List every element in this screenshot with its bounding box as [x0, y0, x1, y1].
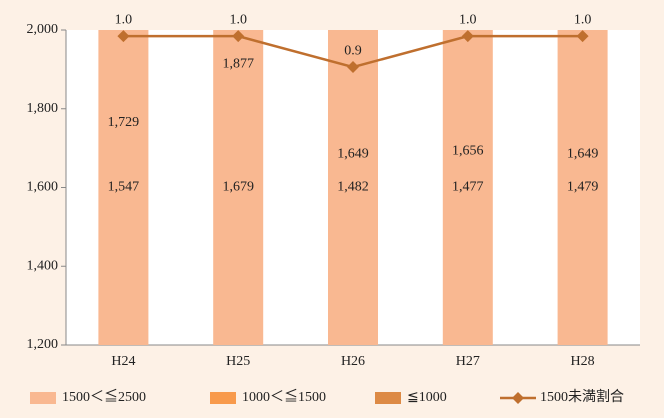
y-tick-label: 2,000	[27, 22, 59, 37]
total-label: 1,729	[108, 115, 140, 130]
bar-segment	[557, 30, 608, 345]
y-tick-label: 1,400	[27, 258, 59, 273]
bar-segment	[328, 30, 378, 345]
legend-label: ≦1000	[407, 390, 447, 405]
legend-swatch	[210, 392, 236, 404]
line-label: 1.0	[459, 12, 477, 27]
legend-label: 1500未満割合	[540, 388, 624, 405]
line-marker	[347, 61, 359, 74]
x-tick-label: H24	[111, 354, 135, 369]
bar-label: 1,477	[452, 180, 484, 195]
bar-segment	[213, 30, 264, 345]
line-label: 0.9	[344, 43, 362, 58]
total-label: 1,877	[222, 57, 254, 72]
x-tick-label: H27	[456, 354, 480, 369]
x-tick-label: H28	[571, 354, 595, 369]
line-marker	[117, 30, 130, 43]
y-tick-label: 1,600	[27, 180, 59, 195]
line-marker	[461, 30, 474, 43]
total-label: 1,649	[337, 146, 369, 161]
x-tick-label: H26	[341, 354, 365, 369]
line-marker	[576, 30, 589, 43]
legend-swatch	[30, 392, 56, 404]
y-tick-label: 1,200	[27, 337, 59, 352]
bar-label: 1,679	[222, 180, 254, 195]
y-tick-label: 1,800	[27, 101, 59, 116]
total-label: 1,656	[452, 144, 484, 159]
line-label: 1.0	[229, 12, 247, 27]
bar-segment	[442, 30, 493, 345]
bar-label: 1,479	[567, 180, 599, 195]
line-label: 1.0	[115, 12, 133, 27]
bar-segment	[98, 30, 149, 345]
bar-label: 1,482	[337, 180, 369, 195]
bar-label: 1,547	[108, 180, 140, 195]
line-label: 1.0	[574, 12, 592, 27]
line-marker	[232, 30, 245, 43]
x-tick-label: H25	[226, 354, 250, 369]
legend-swatch	[375, 392, 401, 404]
legend-marker	[512, 392, 524, 404]
legend-label: 1500＜≦2500	[62, 389, 146, 405]
legend-label: 1000＜≦1500	[242, 389, 326, 405]
total-label: 1,649	[567, 146, 599, 161]
